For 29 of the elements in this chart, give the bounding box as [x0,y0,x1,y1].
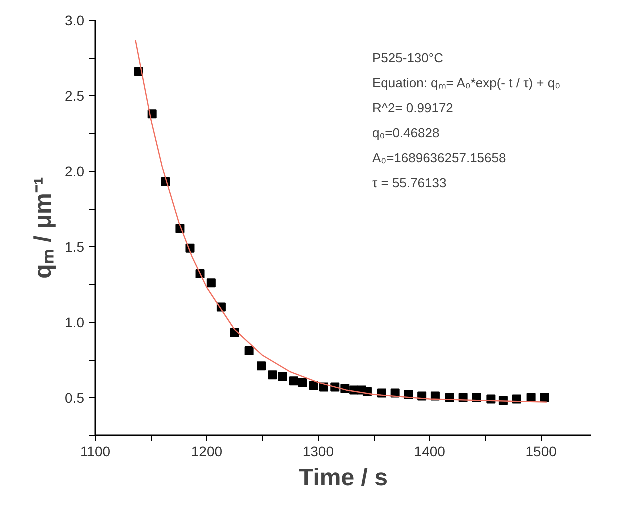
annotation: P525-130°C [372,50,444,66]
point [298,378,308,388]
point [244,346,254,356]
y-tick-label: 3.0 [65,12,85,28]
x-tick-label: 1300 [302,444,334,460]
y-tick-label: 2.5 [65,88,85,104]
point [268,370,278,380]
point [206,278,216,288]
x-tick-label: 1100 [80,444,111,460]
x-tick-label: 1200 [191,444,223,460]
point [540,393,550,402]
annotation: R^2= 0.99172 [372,100,454,116]
line-series [135,40,548,403]
x-tick-label: 1500 [526,444,558,460]
y-tick-label: 1.5 [65,238,85,255]
y-tick-label: 2.0 [65,163,85,180]
annotation: τ = 55.76133 [372,176,447,190]
y-tick-label: 1.0 [65,314,85,330]
y-axis-title: qₘ / μm⁻¹ [30,177,58,279]
annotation: A₀=1689636257.15658 [372,150,506,166]
point [278,372,288,382]
y-tick-label: 0.5 [65,390,85,406]
annotation: Equation: qₘ= A₀*exp(- t / τ) + q₀ [372,76,560,90]
x-tick-label: 1400 [414,444,446,460]
point [309,381,318,390]
annotation: q₀=0.46828 [372,126,440,140]
point [257,362,266,371]
x-axis-title: Time / s [299,464,388,492]
point [289,376,298,386]
